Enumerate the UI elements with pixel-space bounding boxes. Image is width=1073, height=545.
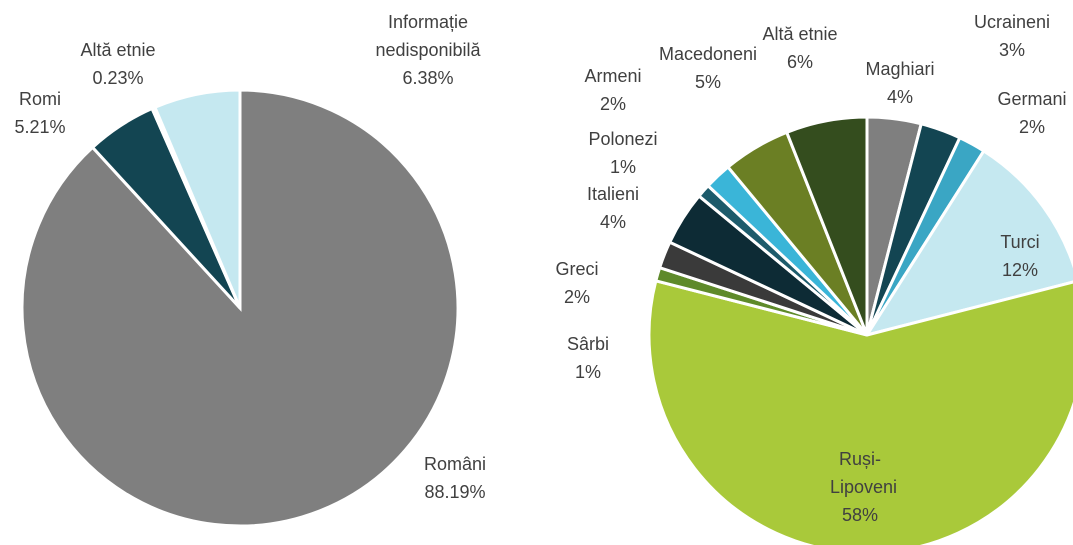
pie-slice xyxy=(152,88,242,309)
slice-label: Altă etnie 6% xyxy=(750,20,850,76)
pie-slice xyxy=(647,278,1073,545)
slice-value: 2% xyxy=(1018,117,1045,137)
slice-name: Italieni xyxy=(586,184,640,204)
slice-label: Sârbi 1% xyxy=(548,330,628,386)
slice-value: 2% xyxy=(563,287,590,307)
slice-value: 6.38% xyxy=(402,68,454,88)
slice-name: Maghiari xyxy=(865,59,935,79)
slice-name: Ruși-Lipoveni xyxy=(830,449,898,497)
slice-label: Turci 12% xyxy=(980,228,1060,284)
slice-value: 6% xyxy=(786,52,813,72)
slice-label: Armeni 2% xyxy=(573,62,653,118)
slice-label: Germani 2% xyxy=(982,85,1073,141)
slice-name: Ucraineni xyxy=(973,12,1051,32)
slice-name: Români xyxy=(423,454,487,474)
slice-value: 88.19% xyxy=(424,482,486,502)
slice-label: Ucraineni 3% xyxy=(962,8,1062,64)
slice-value: 5% xyxy=(694,72,721,92)
slice-name: Armeni xyxy=(584,66,642,86)
slice-label: Români 88.19% xyxy=(405,450,505,506)
slice-value: 0.23% xyxy=(92,68,144,88)
slice-name: Polonezi xyxy=(588,129,658,149)
slice-name: Germani xyxy=(997,89,1067,109)
slice-name: Altă etnie xyxy=(762,24,838,44)
slice-value: 1% xyxy=(574,362,601,382)
slice-value: 4% xyxy=(599,212,626,232)
slice-value: 12% xyxy=(1001,260,1039,280)
slice-label: Italieni 4% xyxy=(573,180,653,236)
slice-label: Altă etnie 0.23% xyxy=(68,36,168,92)
slice-label: Greci 2% xyxy=(537,255,617,311)
slice-value: 3% xyxy=(998,40,1025,60)
slice-name: Macedoneni xyxy=(658,44,758,64)
slice-label: Macedoneni 5% xyxy=(658,40,758,96)
slice-name: Sârbi xyxy=(566,334,610,354)
slice-value: 4% xyxy=(886,87,913,107)
slice-value: 5.21% xyxy=(14,117,66,137)
slice-label: Romi 5.21% xyxy=(0,85,90,141)
slice-value: 58% xyxy=(841,505,879,525)
slice-name: Greci xyxy=(555,259,599,279)
slice-value: 1% xyxy=(609,157,636,177)
slice-name: Turci xyxy=(1000,232,1040,252)
slice-value: 2% xyxy=(599,94,626,114)
slice-name: Informație nedisponibilă xyxy=(375,12,481,60)
slice-label: Ruși-Lipoveni 58% xyxy=(830,445,898,529)
pie-slice xyxy=(784,115,869,336)
slice-name: Altă etnie xyxy=(80,40,156,60)
slice-label: Informație nedisponibilă 6.38% xyxy=(353,8,503,92)
pie-slice xyxy=(863,148,1073,338)
slice-label: Maghiari 4% xyxy=(850,55,950,111)
slice-label: Polonezi 1% xyxy=(583,125,663,181)
slice-name: Romi xyxy=(18,89,61,109)
